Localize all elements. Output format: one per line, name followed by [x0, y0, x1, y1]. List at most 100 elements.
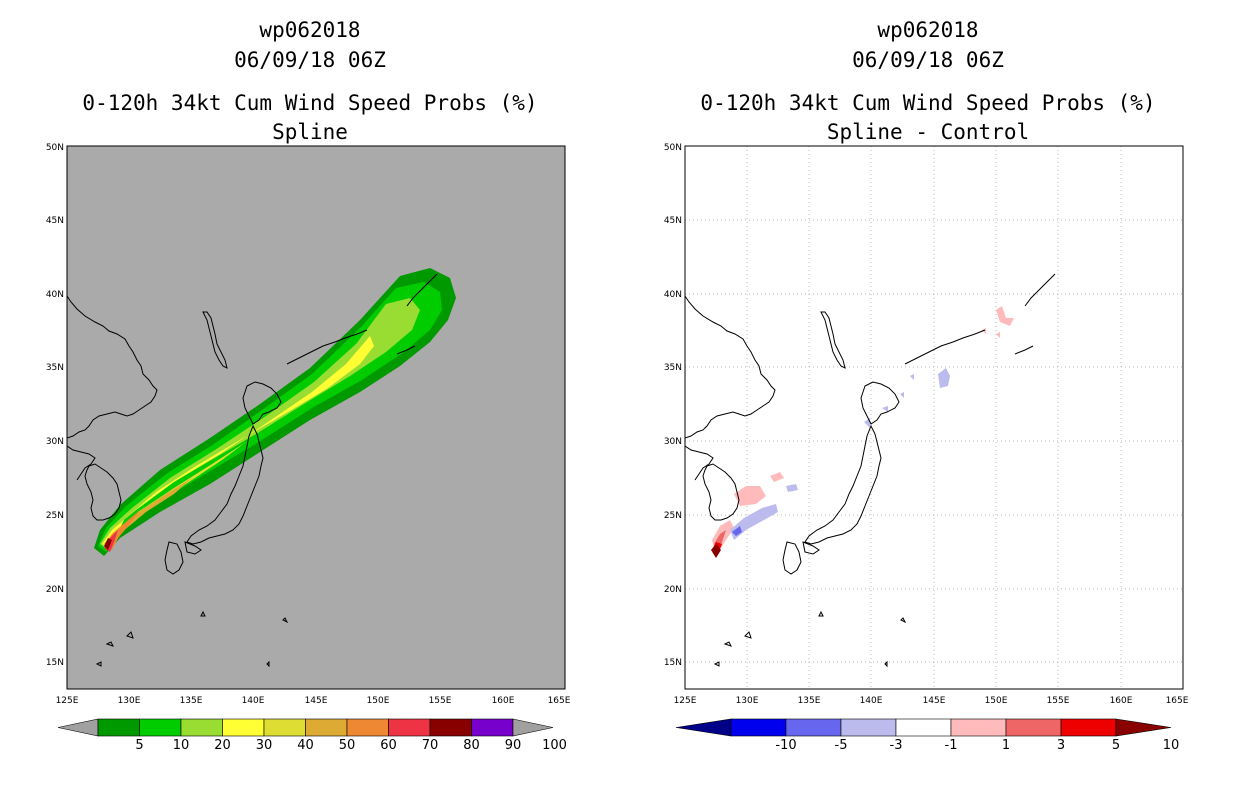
- lat-label: 50N: [664, 143, 682, 153]
- lat-label: 45N: [664, 216, 682, 226]
- right-map-panel: [684, 145, 1184, 690]
- colorbar-label: 60: [380, 738, 397, 753]
- colorbar-label: 1: [1002, 738, 1010, 753]
- colorbar-label: 5: [135, 738, 143, 753]
- prob-contour-30: [102, 336, 374, 548]
- left-subtitle: Spline: [272, 120, 348, 144]
- diff-positive-light: [982, 328, 986, 334]
- colorbar-swatch: [785, 718, 842, 737]
- lon-label: 150E: [367, 696, 390, 706]
- prob-contour-80: [104, 538, 112, 550]
- colorbar-label: 3: [1057, 738, 1065, 753]
- colorbar-label: 100: [542, 738, 567, 753]
- probability-swath: [94, 268, 456, 556]
- colorbar-swatch: [305, 718, 348, 737]
- colorbar-label: 80: [463, 738, 480, 753]
- lon-label: 140E: [242, 696, 265, 706]
- colorbar-label: 90: [505, 738, 522, 753]
- left-lon-labels: 125E 130E 135E 140E 145E 150E 155E 160E …: [56, 696, 571, 706]
- colorbar-swatch: [139, 718, 182, 737]
- lat-label: 35N: [46, 363, 64, 373]
- colorbar-swatch: [388, 718, 431, 737]
- right-storm-id: wp062018: [877, 18, 979, 42]
- diff-negative-mid: [732, 526, 742, 536]
- diff-positive-light: [734, 486, 766, 506]
- colorbar-swatch: [1005, 718, 1062, 737]
- lat-label: 15N: [664, 658, 682, 668]
- lat-label: 40N: [664, 290, 682, 300]
- colorbar-label: 20: [214, 738, 231, 753]
- diff-negative-light: [882, 406, 888, 412]
- right-gridlines: [685, 146, 1183, 689]
- lon-label: 130E: [736, 696, 759, 706]
- colorbar-label: -10: [775, 738, 796, 753]
- colorbar-label: -3: [890, 738, 903, 753]
- colorbar-swatch: [180, 718, 223, 737]
- colorbar-arrow-low: [57, 718, 99, 737]
- diff-positive-light: [996, 332, 1000, 338]
- right-subtitle: Spline - Control: [826, 120, 1030, 144]
- lat-label: 20N: [46, 585, 64, 595]
- lat-label: 30N: [46, 437, 64, 447]
- diff-negative-light: [900, 392, 904, 398]
- colorbar-label: 10: [173, 738, 190, 753]
- right-colorbar: -10 -5 -3 -1 1 3 5 10: [675, 718, 1179, 753]
- left-product-title: 0-120h 34kt Cum Wind Speed Probs (%): [82, 91, 538, 115]
- left-colorbar: 5 10 20 30 40 50 60 70 80 90 100: [57, 718, 567, 753]
- diff-negative-light: [910, 374, 914, 380]
- lon-label: 160E: [492, 696, 515, 706]
- lon-label: 130E: [118, 696, 141, 706]
- colorbar-label: -5: [835, 738, 848, 753]
- colorbar-label: 70: [422, 738, 439, 753]
- colorbar-swatch: [1060, 718, 1117, 737]
- lon-label: 165E: [1166, 696, 1189, 706]
- lat-label: 35N: [664, 363, 682, 373]
- right-map-background: [685, 146, 1183, 689]
- colorbar-swatch: [346, 718, 389, 737]
- lon-label: 150E: [985, 696, 1008, 706]
- lon-label: 160E: [1110, 696, 1133, 706]
- colorbar-label: 30: [256, 738, 273, 753]
- lon-label: 145E: [923, 696, 946, 706]
- colorbar-arrow-high: [512, 718, 554, 737]
- right-datetime: 06/09/18 06Z: [852, 48, 1004, 72]
- diff-negative-light: [864, 418, 870, 428]
- colorbar-label: 40: [297, 738, 314, 753]
- diff-negative-light: [938, 368, 950, 388]
- left-lat-labels: 15N 20N 25N 30N 35N 40N 45N 50N: [46, 143, 64, 668]
- lon-label: 135E: [798, 696, 821, 706]
- diff-negative-light: [730, 504, 778, 540]
- lat-label: 20N: [664, 585, 682, 595]
- lon-label: 135E: [180, 696, 203, 706]
- left-map-background: [67, 146, 565, 689]
- lat-label: 15N: [46, 658, 64, 668]
- lat-label: 25N: [664, 511, 682, 521]
- lat-label: 50N: [46, 143, 64, 153]
- diff-negative-light: [786, 484, 798, 492]
- diff-positive-light: [770, 472, 784, 482]
- colorbar-swatch: [730, 718, 787, 737]
- lat-label: 30N: [664, 437, 682, 447]
- difference-contours: [711, 306, 1014, 558]
- lon-label: 155E: [1047, 696, 1070, 706]
- colorbar-swatch: [950, 718, 1007, 737]
- diff-positive-max: [711, 544, 721, 558]
- colorbar-label: 50: [339, 738, 356, 753]
- lon-label: 165E: [548, 696, 571, 706]
- left-datetime: 06/09/18 06Z: [234, 48, 386, 72]
- prob-contour-20: [100, 298, 420, 550]
- left-storm-id: wp062018: [259, 18, 361, 42]
- lat-label: 45N: [46, 216, 64, 226]
- lat-label: 40N: [46, 290, 64, 300]
- colorbar-swatch: [895, 718, 952, 737]
- colorbar-swatch: [429, 718, 472, 737]
- right-lon-labels: 125E 130E 135E 140E 145E 150E 155E 160E …: [674, 696, 1189, 706]
- left-map-panel: [66, 145, 566, 690]
- colorbar-label: 5: [1112, 738, 1120, 753]
- lon-label: 155E: [429, 696, 452, 706]
- colorbar-arrow-high: [1115, 718, 1172, 737]
- lat-label: 25N: [46, 511, 64, 521]
- colorbar-swatch: [471, 718, 514, 737]
- lon-label: 125E: [674, 696, 697, 706]
